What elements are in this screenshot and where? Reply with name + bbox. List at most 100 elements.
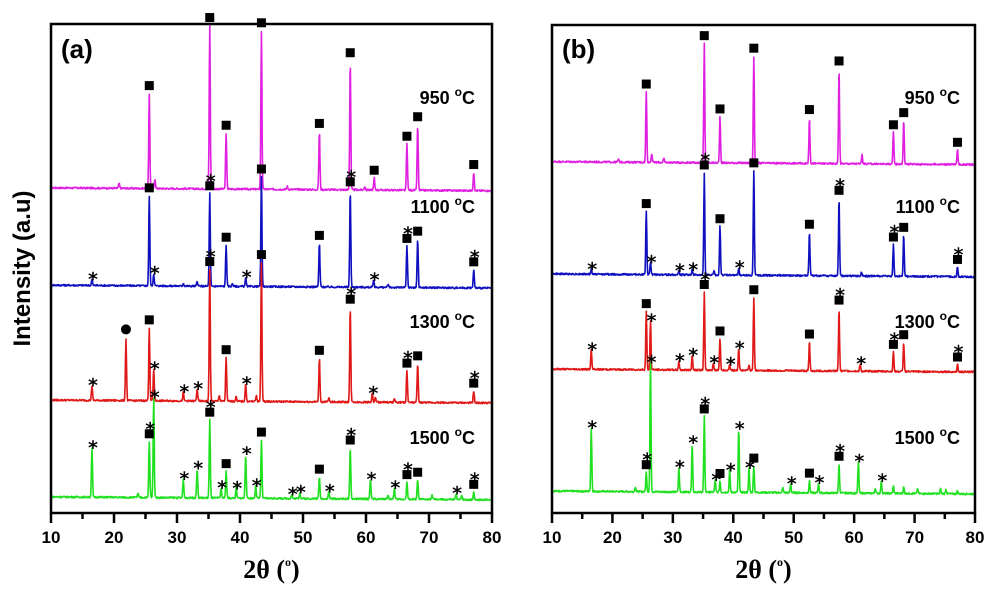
phase-marker-square <box>641 299 651 309</box>
phase-marker-square <box>469 257 479 267</box>
temperature-label-950: 950 oC <box>420 85 475 108</box>
phase-marker-star: * <box>370 269 380 291</box>
phase-marker-square <box>899 222 909 232</box>
phase-marker-star: * <box>954 244 964 266</box>
xrd-pattern-1300 <box>551 291 976 374</box>
phase-marker-star: * <box>403 348 413 370</box>
phase-marker-star: * <box>206 397 216 419</box>
phase-marker-star: * <box>206 246 216 268</box>
x-tick-label: 50 <box>294 528 313 547</box>
phase-marker-star: * <box>587 339 597 361</box>
phase-marker-star: * <box>325 480 335 502</box>
phase-marker-star: * <box>346 284 356 306</box>
phase-marker-square <box>749 285 759 295</box>
temperature-label-1500: 1500 oC <box>895 425 960 448</box>
x-tick-label: 70 <box>420 528 439 547</box>
phase-marker-square <box>899 330 909 340</box>
phase-marker-star: * <box>587 258 597 280</box>
x-axis-title-main: 2θ ( <box>735 555 777 584</box>
phase-marker-star: * <box>642 449 652 471</box>
phase-marker-star: * <box>854 450 864 472</box>
phase-marker-star: * <box>470 469 480 491</box>
panel-b-label: (b) <box>562 34 595 64</box>
phase-marker-square <box>314 464 324 474</box>
x-tick-label: 70 <box>905 528 924 547</box>
xrd-pattern-1500 <box>551 361 976 496</box>
x-tick-label: 80 <box>483 528 502 547</box>
phase-marker-square <box>888 339 898 349</box>
temperature-label-1100: 1100 oC <box>896 194 960 217</box>
phase-marker-star: * <box>735 337 745 359</box>
phase-marker-star: * <box>587 417 597 439</box>
phase-marker-square <box>205 257 215 267</box>
phase-marker-square <box>834 185 844 195</box>
x-tick-label: 30 <box>663 528 682 547</box>
phase-marker-square <box>804 468 814 478</box>
phase-marker-square <box>205 181 215 191</box>
x-tick-label: 40 <box>231 528 250 547</box>
x-tick-label: 60 <box>845 528 864 547</box>
panel-b-x-tick-labels: 10 20 30 40 50 60 70 80 <box>543 528 985 547</box>
phase-marker-star: * <box>150 358 160 380</box>
phase-marker-square <box>699 160 709 170</box>
phase-marker-square <box>345 294 355 304</box>
phase-marker-star: * <box>735 257 745 279</box>
temperature-label-1300: 1300 oC <box>895 309 960 332</box>
panel-a: * ********** *********** *** *** ** *** **** 10… <box>9 13 501 584</box>
phase-marker-star: * <box>206 170 216 192</box>
phase-marker-square <box>715 104 725 114</box>
phase-marker-star: * <box>726 459 736 481</box>
phase-marker-square <box>221 120 231 130</box>
panel-a-traces <box>50 24 493 502</box>
phase-marker-star: * <box>675 350 685 372</box>
phase-marker-star: * <box>242 443 252 465</box>
phase-marker-star: * <box>954 342 964 364</box>
x-tick-label: 20 <box>105 528 124 547</box>
phase-marker-square <box>749 158 759 168</box>
phase-marker-square <box>413 112 423 122</box>
panel-a-x-ticks <box>49 513 494 523</box>
phase-marker-star: * <box>688 259 698 281</box>
phase-marker-square <box>314 345 324 355</box>
temperature-label-1500: 1500 oC <box>410 425 475 448</box>
phase-marker-square <box>144 429 154 439</box>
phase-marker-square <box>641 79 651 89</box>
panel-a-x-tick-labels: 10 20 30 40 50 60 70 80 <box>42 528 502 547</box>
phase-marker-square <box>413 351 423 361</box>
phase-marker-square <box>641 199 651 209</box>
x-axis-title-close: ) <box>783 555 792 584</box>
phase-marker-square <box>715 214 725 224</box>
x-tick-label: 20 <box>603 528 622 547</box>
phase-marker-star: * <box>675 260 685 282</box>
xrd-pattern-950 <box>50 24 493 193</box>
phase-marker-square <box>469 479 479 489</box>
phase-marker-star: * <box>709 352 719 374</box>
x-tick-label: 10 <box>543 528 562 547</box>
phase-marker-square <box>402 131 412 141</box>
temperature-label-1100: 1100 oC <box>411 194 475 217</box>
phase-marker-square <box>804 105 814 115</box>
phase-marker-square <box>144 81 154 91</box>
phase-marker-square <box>221 345 231 355</box>
panel-b-markers: * * * ********* *** ************* **** ** ** <box>587 31 964 495</box>
phase-marker-square <box>402 233 412 243</box>
phase-marker-star: * <box>390 477 400 499</box>
phase-marker-star: * <box>403 223 413 245</box>
phase-marker-square <box>641 460 651 470</box>
panel-a-temperature-labels: 950 oC 1100 oC 1300 oC 1500 oC <box>410 85 475 448</box>
x-tick-label: 40 <box>724 528 743 547</box>
phase-marker-square <box>402 470 412 480</box>
phase-marker-star: * <box>700 149 710 171</box>
phase-marker-square <box>899 108 909 118</box>
phase-marker-square <box>952 137 962 147</box>
phase-marker-star: * <box>877 470 887 492</box>
phase-marker-star: * <box>835 285 845 307</box>
phase-marker-star: * <box>815 472 825 494</box>
phase-marker-star: * <box>366 468 376 490</box>
phase-marker-star: * <box>232 477 242 499</box>
x-axis-title-degree: o <box>285 555 291 569</box>
phase-marker-star: * <box>700 269 710 291</box>
phase-marker-square <box>221 232 231 242</box>
phase-marker-star: * <box>647 351 657 373</box>
